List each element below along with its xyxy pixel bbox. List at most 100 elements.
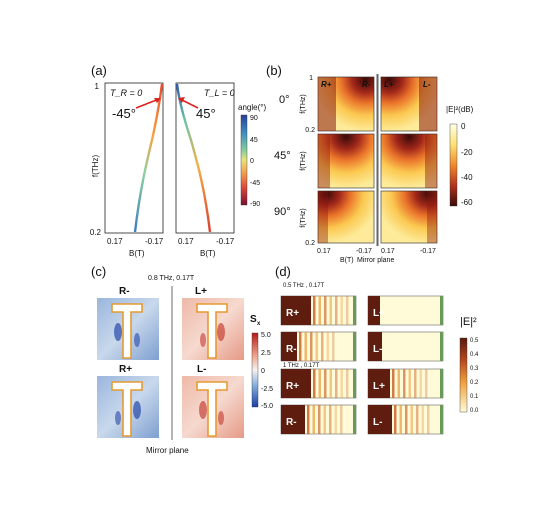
panel-d-strip-dark-block — [281, 332, 297, 361]
panel-b-row-label-0: 0° — [279, 94, 290, 106]
panel-b-heatmap-l-row2 — [380, 133, 438, 189]
panel-a-cb-tick-4: -90 — [250, 201, 260, 208]
panel-d-strip-band — [313, 296, 316, 325]
panel-d-strip — [367, 331, 444, 362]
panel-d-top-label-0: R+ — [286, 308, 299, 319]
panel-d-top-label-2: R- — [286, 344, 297, 355]
panel-c-blob-r-minus-1 — [114, 323, 122, 341]
panel-d-strip-band — [334, 405, 337, 434]
panel-b-col-label-0: R+ — [321, 80, 332, 89]
panel-c-cell-label-1: L+ — [195, 286, 207, 297]
panel-a-right-xlabel: B(T) — [200, 249, 216, 258]
panel-b-heatmap-l-row3 — [380, 190, 438, 244]
panel-b-mirror-label: Mirror plane — [357, 257, 394, 264]
panel-d-colorbar — [459, 337, 468, 413]
panel-a: (a) T_R = 0 -45° T_L = 0 45° 1 0.2 f(THz… — [90, 63, 267, 258]
panel-d-strip — [367, 295, 444, 326]
panel-d-strip-edge — [440, 369, 443, 398]
panel-d-strip-dark-block — [281, 296, 311, 325]
panel-d-strip-band — [329, 369, 332, 398]
panel-a-cb-tick-3: -45 — [250, 180, 260, 187]
panel-b-dark-band-1 — [318, 77, 336, 131]
panel-a-left-arrowhead — [154, 98, 161, 103]
panel-a-ylabel: f(THz) — [91, 155, 100, 178]
panel-d-cb-tick-3: 0.2 — [470, 380, 479, 386]
panel-d-strip-band — [329, 405, 332, 434]
panel-c-colorbar — [251, 332, 259, 408]
panel-a-left-plot — [104, 82, 164, 234]
panel-a-right-curve — [175, 83, 212, 233]
panel-d-cb-tick-5: 0.0 — [470, 408, 479, 414]
panel-b-dark-band-3 — [318, 134, 330, 188]
panel-b-col-label-1: R- — [362, 80, 371, 89]
panel-d-strip-band — [346, 369, 349, 398]
panel-b-ytick-top-1: 1 — [309, 75, 313, 82]
panel-d-strip — [280, 331, 357, 362]
panel-d-top-label-1: L+ — [373, 308, 385, 319]
panel-d-strip-band — [318, 405, 321, 434]
panel-c-cb-tick-2: 0 — [261, 368, 265, 375]
panel-b-heatmap-r-row3 — [317, 190, 375, 244]
panel-b-ylabel-1: f(THz) — [300, 94, 307, 113]
panel-a-right-xtick-left: 0.17 — [178, 237, 194, 246]
panel-b: (b) R+ R- L+ L- 0° 45° 90° 1 0.2 0.2 f(T… — [266, 63, 474, 264]
panel-d-bottom-label-1: L+ — [373, 381, 385, 392]
panel-c-t-shape-l-plus — [196, 303, 228, 359]
panel-d-strip-band — [312, 405, 315, 434]
panel-d-strip-band — [335, 369, 338, 398]
panel-d-strip-band — [419, 369, 422, 398]
panel-c-mirror-label: Mirror plane — [146, 446, 189, 455]
panel-c-label: (c) — [91, 264, 106, 279]
panel-d-strip-band — [318, 369, 321, 398]
panel-a-cb-tick-1: 45 — [250, 137, 258, 144]
panel-d-strip-band — [315, 332, 318, 361]
panel-c-cb-tick-4: -5.0 — [261, 403, 273, 410]
panel-a-right-plot — [175, 82, 235, 234]
panel-d-strip-band — [310, 332, 313, 361]
panel-d-bottom-label-0: R+ — [286, 381, 299, 392]
panel-b-xtick-right-l: -0.17 — [420, 248, 436, 255]
panel-d-cb-tick-0: 0.5 — [470, 338, 479, 344]
panel-d-condition-top: 0.5 THz , 0.17T — [283, 283, 325, 289]
panel-c-blob-l-minus-1 — [199, 401, 207, 419]
panel-d-strip-band — [394, 405, 397, 434]
panel-a-colorbar-title: angle(°) — [238, 103, 266, 112]
panel-b-xtick-left-r: 0.17 — [317, 248, 331, 255]
panel-b-heatmap-r-row2 — [317, 133, 375, 189]
panel-d-strip-dark-block — [368, 332, 382, 361]
panel-d-strip-band — [346, 296, 349, 325]
panel-b-dark-band-4 — [425, 134, 437, 188]
panel-d-strip-band — [332, 332, 335, 361]
panel-c-t-shape-r-plus — [111, 381, 143, 437]
panel-d-strip-band — [405, 405, 408, 434]
panel-d-strip-edge — [353, 369, 356, 398]
panel-d-strip-band — [326, 332, 329, 361]
panel-d-strip-edge — [440, 405, 443, 434]
panel-d-strips — [280, 295, 444, 435]
panel-a-cb-tick-2: 0 — [250, 158, 254, 165]
panel-d-strip-band — [299, 332, 302, 361]
panel-d-strip-edge — [353, 405, 356, 434]
panel-d-strip-band — [323, 405, 326, 434]
panel-d-strip-band — [318, 296, 321, 325]
panel-c-condition: 0.8 THz, 0.17T — [148, 275, 195, 282]
panel-d-strip-band — [399, 405, 402, 434]
panel-d-strip — [280, 404, 357, 435]
panel-d-top-label-3: L- — [373, 344, 382, 355]
panel-b-dark-band-5 — [318, 191, 328, 243]
panel-b-cb-tick-1: -20 — [461, 148, 473, 157]
panel-d-cb-tick-4: 0.1 — [470, 394, 479, 400]
panel-c-blob-l-minus-2 — [218, 411, 224, 425]
panel-d-strip-band — [324, 296, 327, 325]
panel-c-blob-r-plus-1 — [133, 401, 141, 419]
panel-d-strip — [280, 368, 357, 399]
panel-c-blob-l-plus-1 — [217, 323, 225, 341]
panel-d-condition-bottom: 1 THz , 0.17T — [283, 363, 320, 369]
panel-d-strip-band — [392, 369, 395, 398]
panel-a-cb-tick-0: 90 — [250, 115, 258, 122]
panel-b-row-label-2: 90° — [274, 206, 291, 218]
panel-d-colorbar-title: |E|² — [460, 316, 477, 328]
panel-b-cb-tick-2: -40 — [461, 173, 473, 182]
panel-a-left-xlabel: B(T) — [129, 249, 145, 258]
